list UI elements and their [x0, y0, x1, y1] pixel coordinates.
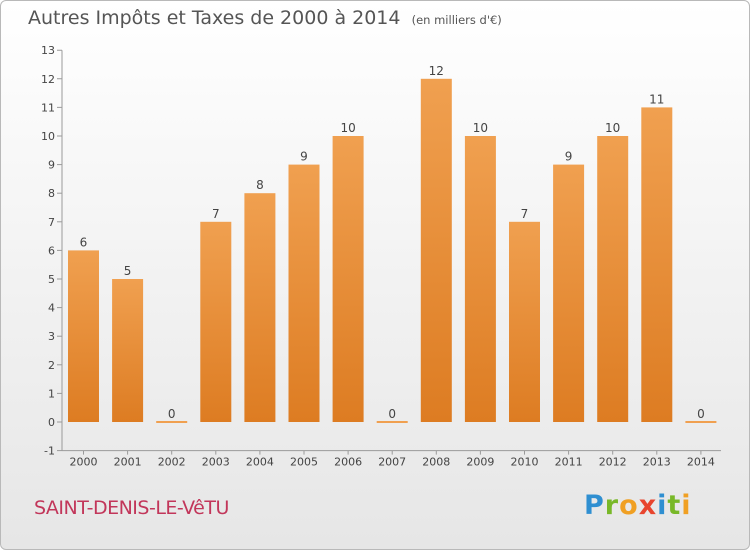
logo-letter: r: [604, 490, 620, 521]
data-label: 0: [697, 407, 705, 421]
x-tick-label: 2001: [114, 456, 142, 469]
x-tick-label: 2012: [599, 456, 627, 469]
y-tick-label: 0: [48, 416, 55, 429]
bar-2007: [376, 421, 408, 423]
data-label: 0: [168, 407, 176, 421]
x-tick-label: 2002: [158, 456, 186, 469]
data-label: 12: [429, 64, 444, 78]
data-label: 5: [124, 264, 132, 278]
bar-2003: [200, 221, 232, 422]
bar-2014: [685, 421, 717, 423]
data-label: 9: [565, 150, 573, 164]
data-label: 9: [300, 150, 308, 164]
y-tick-label: 11: [41, 101, 55, 114]
x-tick-label: 2009: [466, 456, 494, 469]
x-tick-label: 2004: [246, 456, 274, 469]
x-tick-label: 2006: [334, 456, 362, 469]
logo-letter: t: [667, 490, 682, 521]
bar-2012: [597, 136, 629, 422]
data-label: 7: [521, 207, 529, 221]
x-tick-label: 2007: [378, 456, 406, 469]
y-tick-label: 6: [48, 244, 55, 257]
y-tick-label: 2: [48, 359, 55, 372]
bar-2008: [420, 78, 452, 423]
logo-letter: o: [619, 490, 639, 521]
data-label: 6: [80, 235, 88, 249]
x-tick-label: 2003: [202, 456, 230, 469]
data-label: 0: [388, 407, 396, 421]
y-tick-label: 1: [48, 387, 55, 400]
bar-2005: [288, 164, 320, 422]
bar-2000: [68, 250, 99, 422]
chart-unit: (en milliers d'€): [411, 13, 502, 27]
x-tick-label: 2011: [555, 456, 583, 469]
data-label: 7: [212, 207, 220, 221]
bar-2004: [244, 193, 276, 422]
logo-letter: i: [657, 490, 668, 521]
bar-2009: [464, 136, 496, 422]
x-tick-label: 2013: [643, 456, 671, 469]
x-tick-label: 2000: [70, 456, 98, 469]
y-tick-label: -1: [44, 445, 55, 458]
chart-title-row: Autres Impôts et Taxes de 2000 à 2014 (e…: [28, 7, 502, 29]
data-label: 10: [340, 121, 355, 135]
y-tick-label: 3: [48, 330, 55, 343]
y-tick-label: 9: [48, 159, 55, 172]
logo-letter: i: [681, 490, 692, 521]
bar-2001: [112, 279, 144, 422]
y-tick-label: 7: [48, 216, 55, 229]
data-label: 8: [256, 178, 264, 192]
y-tick-label: 5: [48, 273, 55, 286]
y-tick-label: 13: [41, 44, 55, 57]
logo-letter: x: [638, 490, 658, 521]
x-tick-label: 2014: [687, 456, 715, 469]
y-tick-label: 10: [41, 130, 55, 143]
data-label: 10: [605, 121, 620, 135]
y-tick-label: 4: [48, 302, 55, 315]
proxiti-logo: Proxiti: [584, 490, 692, 521]
bar-2013: [641, 107, 673, 423]
x-tick-label: 2008: [422, 456, 450, 469]
bar-2006: [332, 136, 364, 422]
bar-2010: [509, 221, 540, 422]
chart-title: Autres Impôts et Taxes de 2000 à 2014: [28, 7, 401, 29]
y-tick-label: 12: [41, 73, 55, 86]
commune-name: SAINT-DENIS-LE-VêTU: [34, 497, 229, 519]
logo-letter: P: [584, 490, 605, 521]
x-tick-label: 2005: [290, 456, 318, 469]
bar-2011: [553, 164, 585, 422]
y-tick-label: 8: [48, 187, 55, 200]
data-label: 10: [473, 121, 488, 135]
data-label: 11: [649, 92, 664, 106]
x-tick-label: 2010: [511, 456, 539, 469]
bar-2002: [156, 421, 188, 423]
